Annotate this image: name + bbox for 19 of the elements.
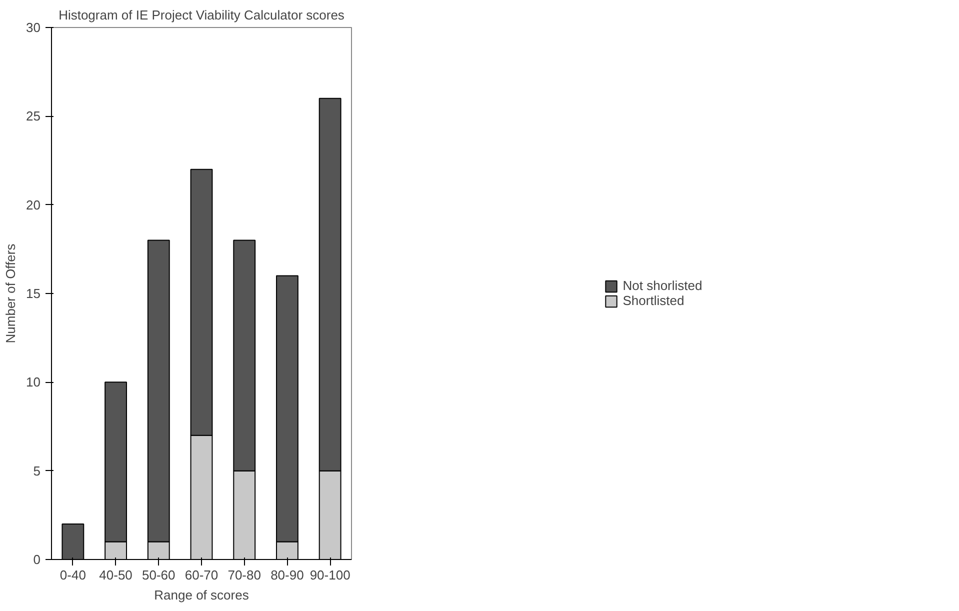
y-axis-title: Number of Offers <box>3 243 18 344</box>
y-tick-label: 30 <box>26 20 41 35</box>
y-tick-label: 10 <box>26 374 41 390</box>
y-tick-label: 20 <box>26 197 41 212</box>
x-tick-label: 50-60 <box>142 568 176 582</box>
x-tick-label: 60-70 <box>184 568 218 582</box>
y-tick-label: 0 <box>33 552 41 567</box>
x-axis-title: Range of scores <box>154 588 250 602</box>
y-tick-label: 5 <box>33 463 41 478</box>
x-tick-label: 80-90 <box>270 568 304 582</box>
x-tick-label: 90-100 <box>310 568 350 582</box>
x-tick-label: 40-50 <box>99 568 132 582</box>
legend-label: Not shorlisted <box>622 278 702 293</box>
x-tick-label: 0-40 <box>60 568 86 582</box>
y-tick-label: 25 <box>26 108 41 124</box>
x-tick-label: 70-80 <box>228 568 261 582</box>
chart-title: Histogram of IE Project Viability Calculator scores <box>58 8 345 22</box>
legend-label: Shortlisted <box>622 293 684 308</box>
y-tick-label: 15 <box>26 286 41 301</box>
